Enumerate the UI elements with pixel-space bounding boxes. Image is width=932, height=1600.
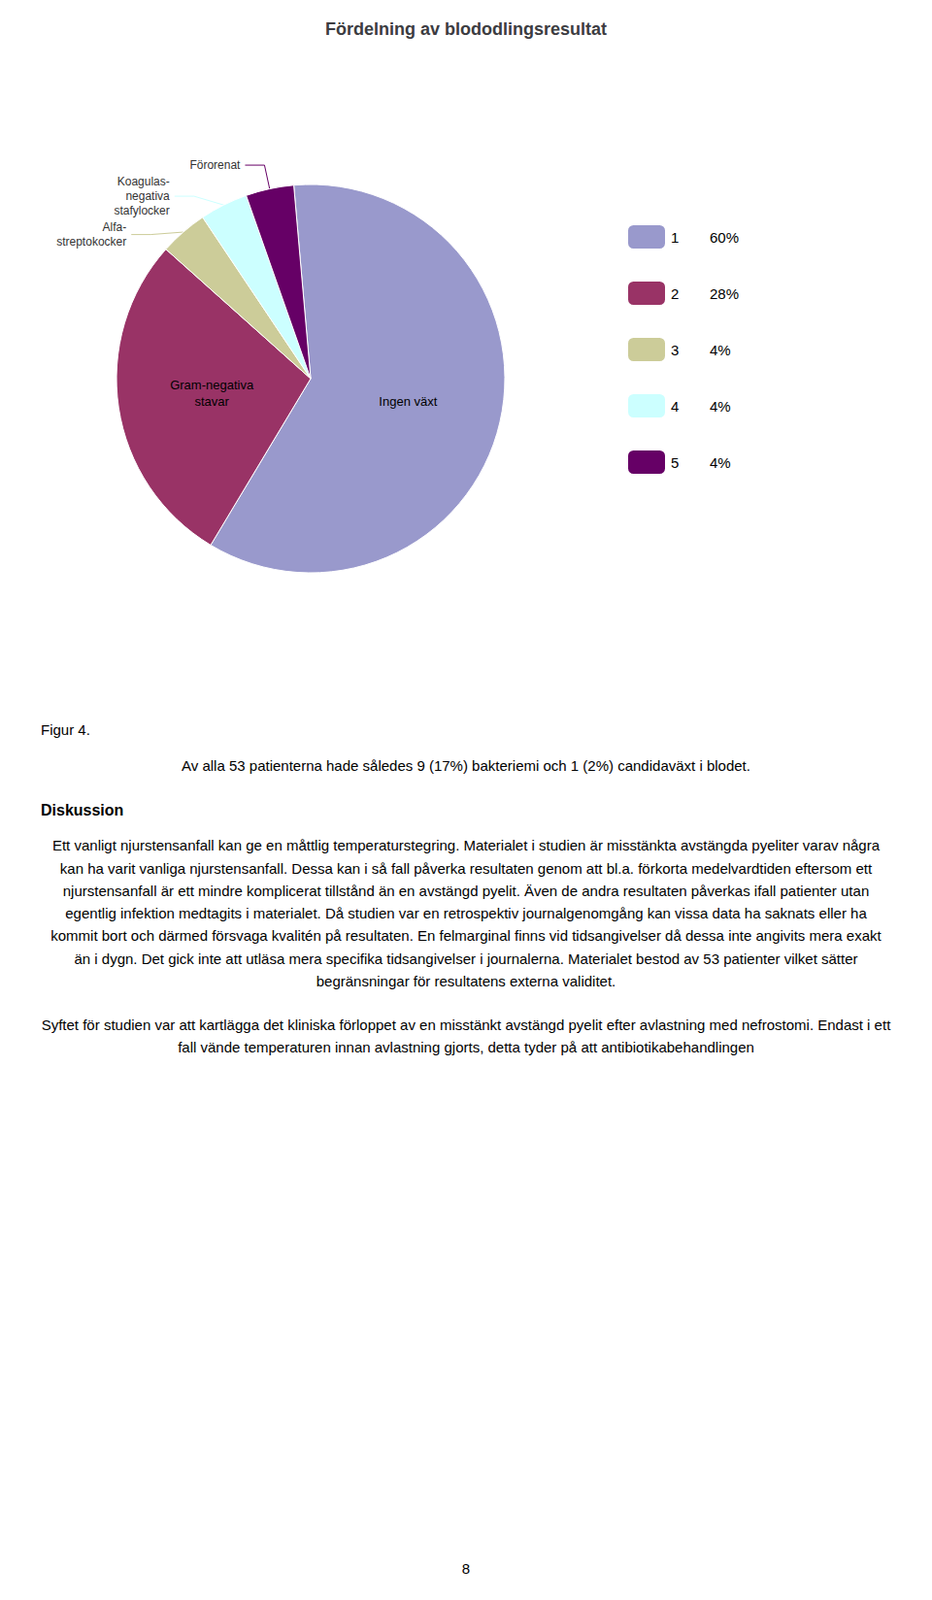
html-text:Figur 4.: Figur 4. xyxy=(40,721,91,738)
html-text:8: 8 xyxy=(461,1560,471,1577)
svg-text:4%: 4% xyxy=(709,454,732,471)
html-text:Syftet för studien var att kar: Syftet för studien var att kartlägga det… xyxy=(41,1016,891,1056)
svg-text:Förorenat: Förorenat xyxy=(189,158,241,172)
svg-text:Alfa-: Alfa- xyxy=(102,220,128,234)
svg-text:Fördelning av blododlingsresul: Fördelning av blododlingsresultat xyxy=(325,19,607,39)
svg-text:streptokocker: streptokocker xyxy=(56,234,127,249)
html-text:Ett vanligt njurstensanfall ka: Ett vanligt njurstensanfall kan ge en må… xyxy=(50,837,882,990)
svg-text:Koagulas-: Koagulas- xyxy=(117,174,170,189)
svg-text:4%: 4% xyxy=(709,341,732,359)
svg-text:Ingen växt: Ingen växt xyxy=(378,394,437,409)
svg-text:4%: 4% xyxy=(709,398,732,415)
svg-text:3: 3 xyxy=(670,341,679,359)
html-text:Diskussion: Diskussion xyxy=(40,801,124,818)
html-text:Av alla 53 patienterna hade så: Av alla 53 patienterna hade således 9 (1… xyxy=(181,757,751,775)
svg-text:5: 5 xyxy=(670,454,679,471)
svg-text:negativa: negativa xyxy=(125,189,170,203)
svg-text:Gram-negativa: Gram-negativa xyxy=(169,377,255,393)
svg-text:1: 1 xyxy=(670,229,679,246)
svg-text:stafylocker: stafylocker xyxy=(113,203,169,218)
svg-text:28%: 28% xyxy=(709,285,739,302)
svg-text:stavar: stavar xyxy=(194,394,230,409)
svg-text:2: 2 xyxy=(670,285,679,302)
svg-text:4: 4 xyxy=(670,398,679,415)
svg-text:60%: 60% xyxy=(709,229,739,246)
